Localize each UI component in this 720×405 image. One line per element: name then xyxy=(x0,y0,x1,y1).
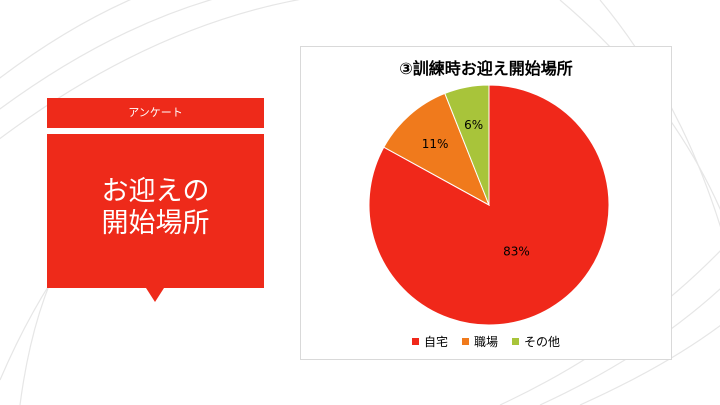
legend-item-2: 職場 xyxy=(461,333,498,350)
legend-label: その他 xyxy=(524,335,561,349)
pie-chart: 83% 11% 6% ③訓練時お迎え開始場所 自宅 職場 その他 xyxy=(300,46,672,360)
title-box: お迎えの 開始場所 xyxy=(47,134,264,288)
chart-legend: 自宅 職場 その他 xyxy=(301,333,671,350)
pie-slice-3 xyxy=(444,84,490,206)
legend-swatch xyxy=(461,338,469,345)
legend-swatch xyxy=(411,338,419,345)
pie-chart-canvas: 83% 11% 6% xyxy=(368,84,610,326)
data-label-1: 83% xyxy=(503,244,530,258)
slide-title: お迎えの 開始場所 xyxy=(101,176,210,239)
legend-label: 自宅 xyxy=(423,335,448,349)
legend-swatch xyxy=(512,338,519,345)
title-pointer xyxy=(146,288,164,302)
legend-item-3: その他 xyxy=(512,333,560,350)
chart-title: ③訓練時お迎え開始場所 xyxy=(399,59,573,78)
legend-label: 職場 xyxy=(473,335,498,349)
pie-slice-2 xyxy=(383,92,490,207)
data-label-3: 6% xyxy=(464,118,483,132)
legend-item-1: 自宅 xyxy=(411,333,448,350)
section-label: アンケート xyxy=(47,98,264,128)
data-label-2: 11% xyxy=(422,137,449,151)
